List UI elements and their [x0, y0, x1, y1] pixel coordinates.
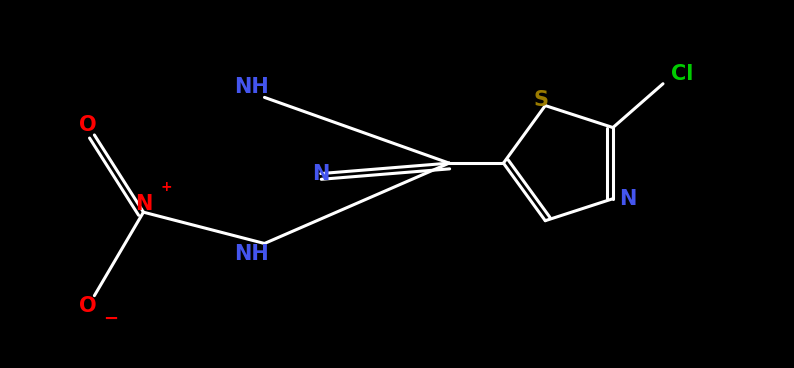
Text: S: S [534, 91, 549, 110]
Text: Cl: Cl [671, 64, 693, 84]
Text: −: − [103, 309, 118, 328]
Text: NH: NH [234, 244, 269, 264]
Text: N: N [312, 163, 330, 184]
Text: N: N [619, 189, 636, 209]
Text: +: + [160, 180, 172, 194]
Text: N: N [135, 194, 152, 214]
Text: O: O [79, 114, 97, 135]
Text: NH: NH [234, 77, 269, 97]
Text: O: O [79, 296, 97, 316]
